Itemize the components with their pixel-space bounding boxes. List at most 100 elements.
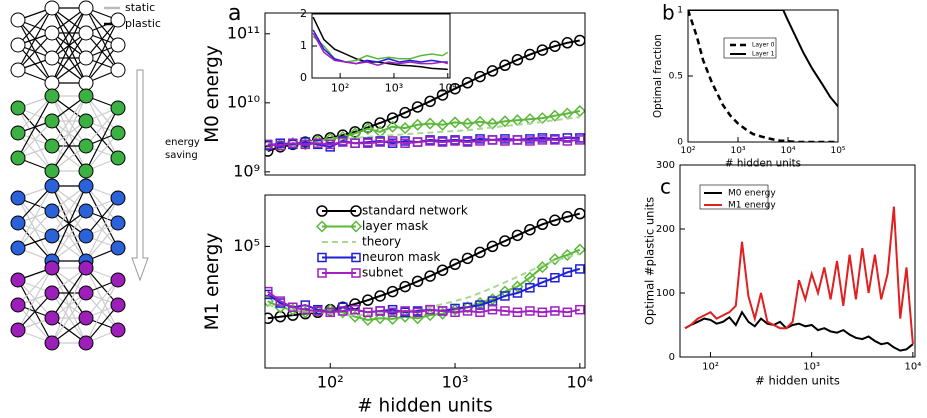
marker: [549, 40, 561, 52]
node: [78, 113, 94, 129]
marker: [350, 304, 360, 315]
marker: [374, 290, 386, 302]
y-tick-label: 0: [300, 71, 307, 84]
marker: [316, 205, 328, 217]
chart: 10² 10³ 10⁴ 0 1 2: [300, 7, 458, 94]
node: [78, 178, 94, 194]
marker: [312, 306, 323, 316]
marker: [338, 137, 348, 147]
marker: [411, 101, 424, 113]
marker: [474, 246, 486, 259]
y-tick-label: 1: [677, 6, 683, 16]
edge: [51, 185, 87, 237]
edge: [85, 197, 119, 237]
edge: [17, 210, 53, 249]
node: [78, 88, 94, 104]
legend-label: Layer 1: [752, 51, 775, 58]
marker: [550, 306, 560, 316]
plot-area: [265, 207, 585, 327]
edge: [51, 185, 87, 262]
node: [110, 37, 126, 53]
y-tick-label: 0: [677, 138, 683, 148]
marker: [325, 307, 336, 318]
node: [44, 285, 60, 301]
marker: [500, 291, 510, 301]
node: [44, 203, 60, 219]
marker: [512, 307, 523, 318]
node: [44, 178, 60, 194]
axes-frame: [264, 12, 586, 176]
node: [78, 75, 94, 91]
series-line: [688, 10, 838, 142]
plot-area: [688, 10, 838, 142]
node: [110, 240, 126, 256]
x-tick-label: 10⁴: [904, 362, 921, 373]
marker: [462, 137, 473, 147]
marker: [386, 112, 399, 124]
y-axis-label: M1 energy: [202, 233, 223, 331]
marker: [288, 302, 298, 313]
marker: [363, 307, 373, 318]
legend-static: static: [125, 1, 155, 14]
edge: [17, 120, 53, 159]
marker: [548, 253, 561, 266]
edge: [51, 95, 87, 147]
series-line: [688, 10, 838, 108]
legend-label: M1 energy: [728, 201, 776, 211]
marker: [499, 235, 511, 247]
marker: [349, 220, 363, 233]
marker: [425, 304, 435, 315]
y-tick-label: 1: [300, 39, 307, 52]
marker: [386, 312, 399, 325]
y-tick-label: 10⁵: [233, 236, 260, 255]
x-axis-label: # hidden units: [357, 395, 492, 416]
marker: [524, 48, 536, 61]
marker: [350, 205, 362, 217]
marker: [424, 117, 437, 130]
node: [44, 260, 60, 276]
panel-letter: c: [660, 175, 671, 199]
arrow-label: energy: [165, 137, 200, 148]
marker: [525, 306, 535, 316]
x-axis-label: # hidden units: [725, 158, 801, 170]
marker: [362, 121, 374, 134]
marker: [512, 135, 523, 145]
node: [110, 322, 126, 338]
node: [44, 0, 60, 16]
marker: [386, 120, 399, 133]
node: [10, 62, 26, 78]
marker: [412, 307, 423, 318]
marker: [573, 104, 585, 118]
legend-label: neuron mask: [362, 250, 440, 264]
marker: [500, 306, 510, 316]
marker: [325, 139, 336, 150]
marker: [338, 306, 348, 316]
legend-plastic: plastic: [125, 17, 161, 30]
y-tick-label: 10¹¹: [227, 23, 260, 42]
axes-frame: [264, 194, 586, 369]
node: [78, 0, 94, 16]
marker: [450, 307, 460, 318]
x-tick-label: 10²: [702, 362, 719, 373]
edge: [85, 107, 119, 147]
edge: [85, 107, 119, 172]
series-line: [267, 138, 580, 147]
marker: [462, 306, 473, 316]
edge: [17, 185, 53, 249]
edge: [85, 222, 119, 262]
marker: [275, 140, 286, 151]
marker: [473, 115, 487, 128]
y-tick-label: 0: [669, 352, 675, 363]
edge: [85, 132, 119, 172]
marker: [562, 136, 573, 146]
marker: [437, 306, 448, 316]
edge: [17, 7, 53, 71]
marker: [537, 277, 548, 288]
marker: [461, 117, 474, 130]
marker: [475, 307, 485, 318]
node: [44, 88, 60, 104]
marker: [500, 136, 510, 146]
node: [10, 240, 26, 256]
node: [110, 125, 126, 141]
